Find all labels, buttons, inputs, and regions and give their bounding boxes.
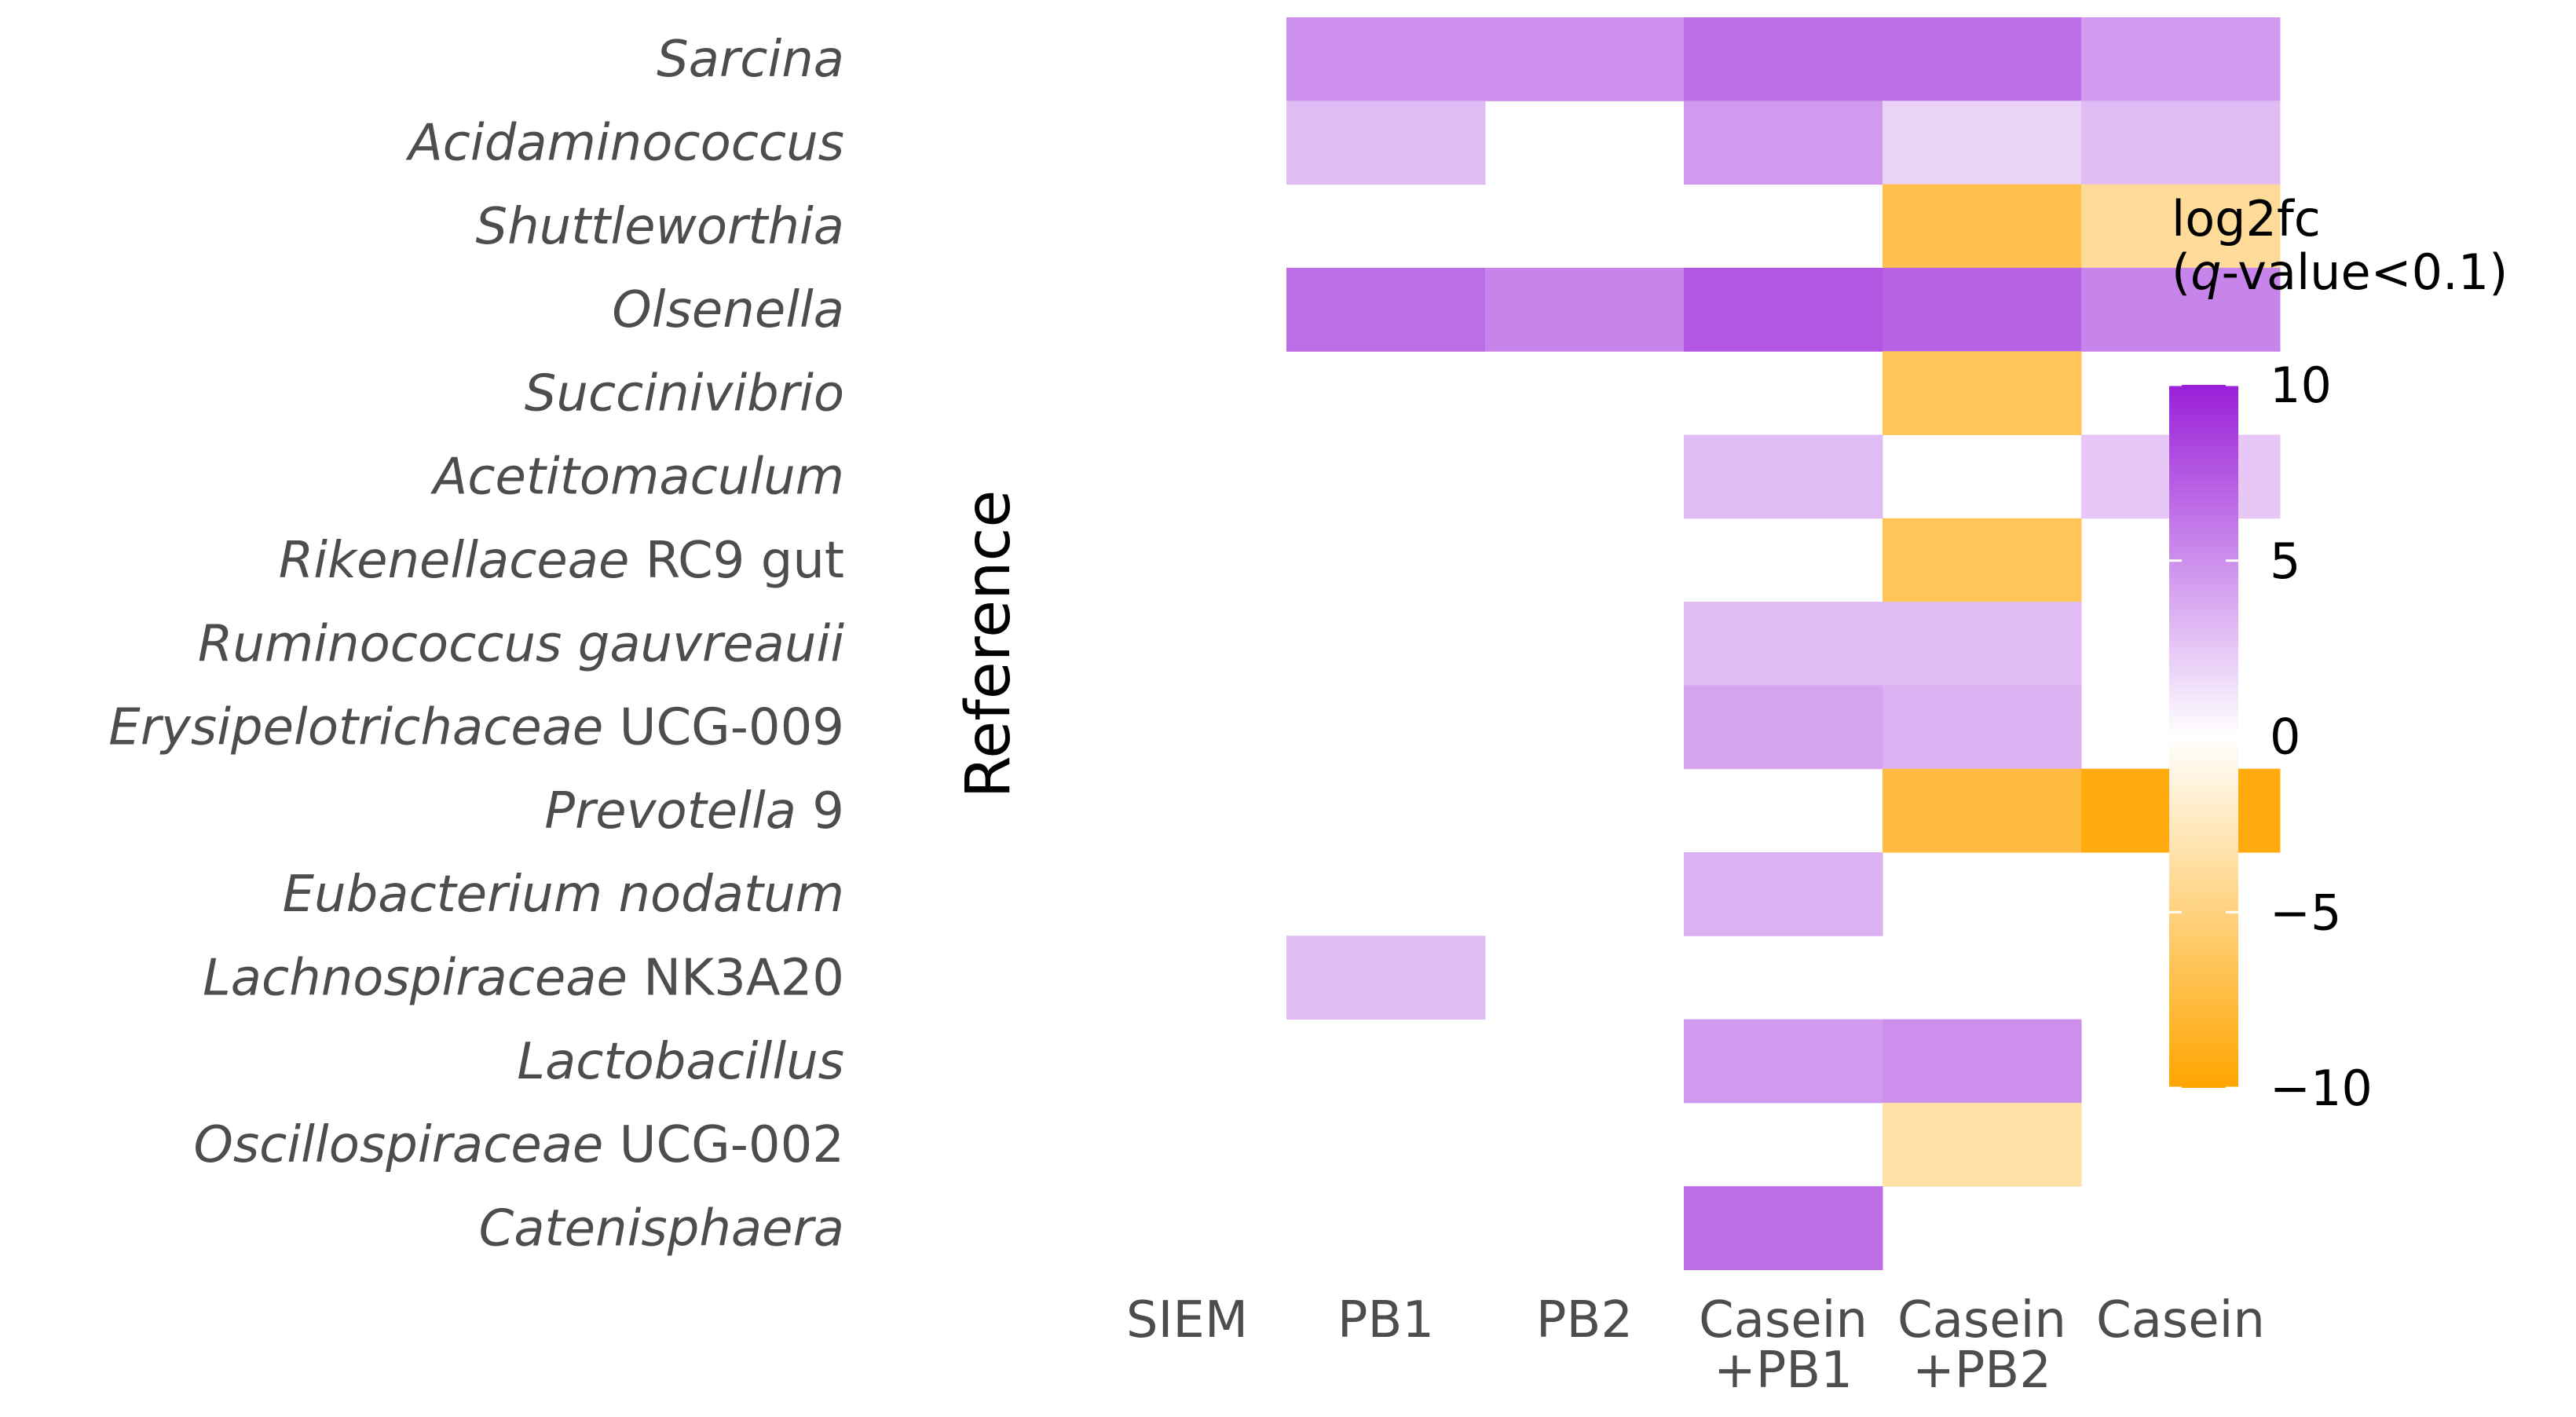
y-axis-title: Reference [953,490,1024,799]
heatmap-cell [1883,351,2082,435]
row-label-taxon: Erysipelotrichaceae [108,699,603,757]
heatmap-cell [1883,184,2082,269]
heatmap-cell [1286,17,1486,101]
row-label: Succinivibrio [525,364,844,423]
column-label: PB2 [1536,1291,1633,1349]
row-label-suffix: 9 [796,782,844,840]
row-label: Eubacterium nodatum [283,866,844,924]
heatmap-cell [2081,184,2281,269]
heatmap-cell [1286,101,1486,185]
heatmap-cell [1485,267,1685,352]
row-label-taxon: Acetitomaculum [430,449,844,507]
row-label-suffix: RC9 gut [629,532,844,590]
row-label: Olsenella [612,281,844,339]
color-legend: log2fc (q-value<0.1) 10 5 0 −5 −10 [2169,190,2508,1117]
legend-tick-label: −10 [2270,1060,2373,1117]
heatmap-cell [1684,1019,1883,1104]
heatmap-cell [1286,267,1486,352]
row-label-taxon: Ruminococcus gauvreauii [198,615,844,673]
row-label: Prevotella 9 [544,782,844,840]
row-label-taxon: Succinivibrio [525,364,844,423]
heatmap-cell [1883,685,2082,770]
legend-title-open: ( [2172,243,2190,301]
heatmap-cell [1883,1019,2082,1104]
row-label-suffix: UCG-009 [603,699,844,757]
legend-tick-label: 5 [2270,533,2300,590]
column-label: +PB1 [1714,1342,1853,1400]
row-label-taxon: Eubacterium nodatum [283,866,844,924]
heatmap-cell [1883,768,2082,853]
heatmap-cell [1286,936,1486,1020]
legend-tick-label: 10 [2270,357,2332,414]
row-label: Lachnospiraceae NK3A20 [203,949,844,1007]
heatmap-cell [1883,602,2082,686]
row-label: Ruminococcus gauvreauii [198,615,844,673]
column-label: SIEM [1126,1291,1248,1349]
row-label-taxon: Lachnospiraceae [203,949,628,1007]
heatmap-cell [1684,1186,1883,1270]
legend-ticks: 10 5 0 −5 −10 [2169,357,2373,1117]
row-label: Erysipelotrichaceae UCG-009 [108,699,844,757]
row-label-taxon: Catenisphaera [479,1199,844,1258]
row-label: Acidaminococcus [405,114,844,172]
row-label: Acetitomaculum [430,449,844,507]
row-label: Lactobacillus [517,1033,844,1091]
row-label: Oscillospiraceae UCG-002 [193,1116,844,1174]
heatmap-cell [2081,17,2281,101]
heatmap-cell [2081,101,2281,185]
heatmap-cell [1883,17,2082,101]
row-label: Catenisphaera [479,1199,844,1258]
row-label: Rikenellaceae RC9 gut [279,532,844,590]
column-label: Casein [1699,1291,1868,1349]
row-label-suffix: UCG-002 [603,1116,844,1174]
heatmap-cell [1485,17,1685,101]
heatmap-cell [2081,267,2281,352]
row-label-taxon: Rikenellaceae [279,532,630,590]
row-label-suffix: NK3A20 [628,949,844,1007]
row-label-taxon: Olsenella [612,281,844,339]
heatmap-cell [1684,434,1883,519]
heatmap-cell [1684,685,1883,770]
legend-title-line2: (q-value<0.1) [2172,243,2508,301]
heatmap-cell [1883,1102,2082,1187]
heatmap-cell [1684,852,1883,936]
legend-tick-label: 0 [2270,708,2300,766]
row-label-taxon: Prevotella [544,782,796,840]
heatmap-cell [1684,17,1883,101]
row-label-taxon: Oscillospiraceae [193,1116,603,1174]
column-label: Casein [2096,1291,2265,1349]
heatmap-cell [1684,267,1883,352]
heatmap-cell [1684,602,1883,686]
heatmap-cells [1286,17,2281,1270]
row-label: Sarcina [657,31,844,89]
legend-title-line1: log2fc [2172,190,2321,247]
legend-title-q: q [2190,243,2221,301]
row-label-taxon: Sarcina [657,31,844,89]
row-label-taxon: Lactobacillus [517,1033,844,1091]
heatmap-cell [1883,101,2082,185]
column-label: PB1 [1337,1291,1434,1349]
heatmap-cell [1684,101,1883,185]
heatmap-cell [1883,267,2082,352]
row-label-taxon: Shuttleworthia [475,198,844,256]
legend-title-rest: -value<0.1) [2222,243,2508,301]
row-label: Shuttleworthia [475,198,844,256]
column-label: +PB2 [1912,1342,2051,1400]
legend-tick-label: −5 [2270,884,2341,941]
row-labels: Sarcina Acidaminococcus Shuttleworthia Olse… [108,31,844,1258]
row-label-taxon: Acidaminococcus [405,114,844,172]
column-label: Casein [1897,1291,2066,1349]
heatmap-cell [1883,518,2082,602]
